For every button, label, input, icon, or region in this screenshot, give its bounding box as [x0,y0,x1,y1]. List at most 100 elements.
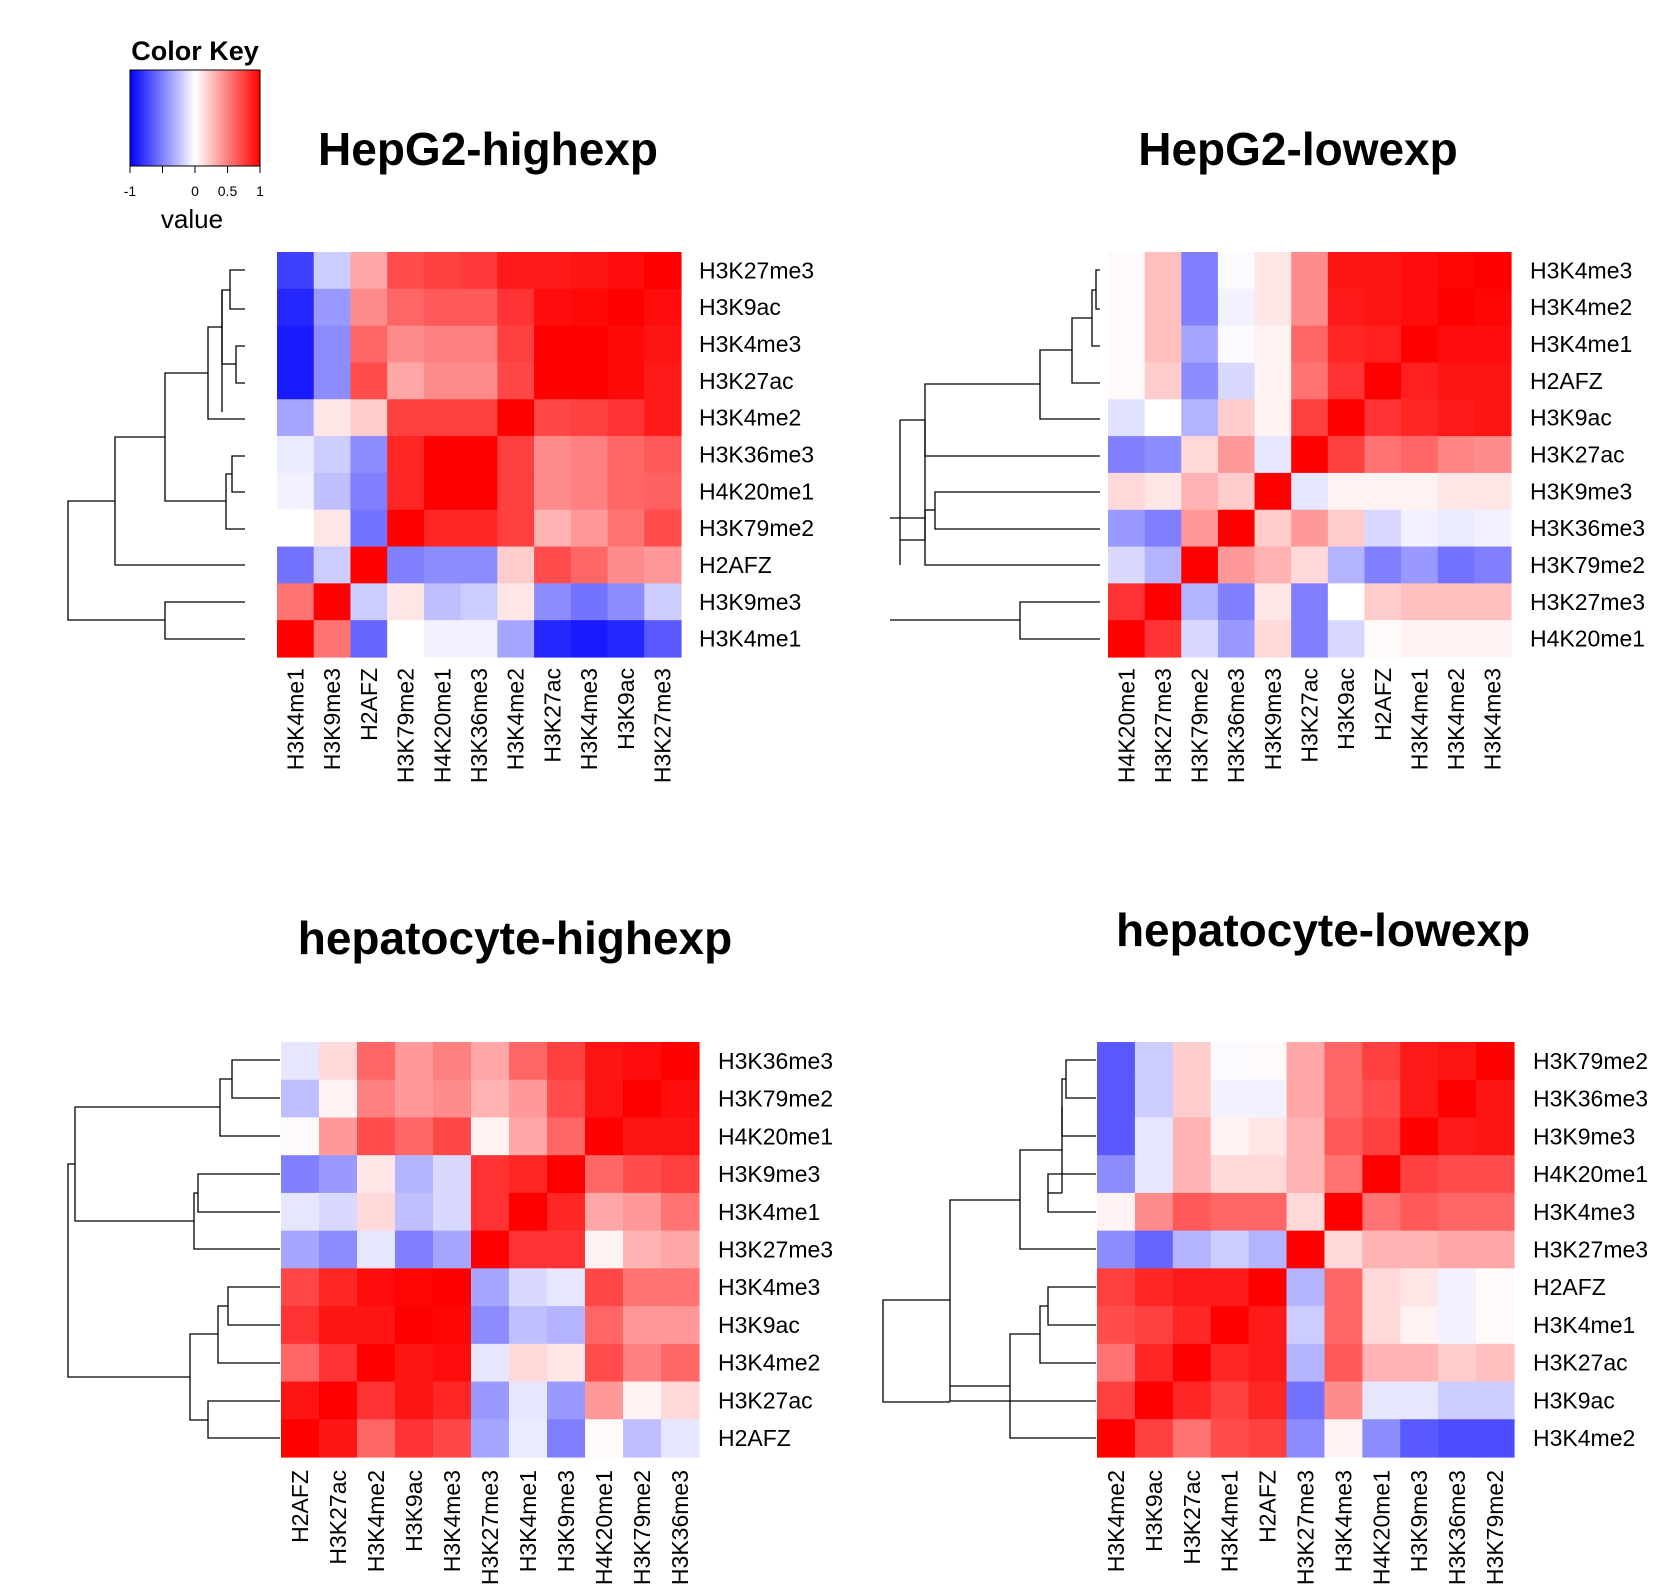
heatmap-cell [1286,1230,1326,1269]
heatmap-cell [534,436,572,474]
heatmap-cell [570,509,609,548]
column-label: H3K9ac [1333,668,1359,750]
column-label: H3K79me2 [393,668,419,783]
heatmap-cell [1248,1117,1288,1156]
heatmap-cell [1144,252,1182,290]
heatmap-cell [585,1079,624,1119]
row-label: H3K79me2 [718,1086,833,1112]
heatmap-cell [1181,362,1219,400]
heatmap-cell [433,1079,472,1119]
heatmap-cell [395,1419,434,1458]
heatmap-cell [1438,1419,1477,1458]
heatmap-cell [547,1419,586,1458]
heatmap-cell [1134,1117,1174,1156]
heatmap-cell [313,288,352,327]
heatmap-cell [570,620,609,658]
column-label: H3K4me1 [1217,1470,1243,1572]
heatmap-cell [1291,399,1329,437]
column-label: H3K9me3 [1406,1470,1432,1572]
heatmap-cell [1248,1042,1288,1081]
heatmap-cell [644,436,682,474]
heatmap-cell [607,288,645,327]
row-label: H3K27ac [1530,442,1625,468]
panel-title: hepatocyte-highexp [298,912,733,964]
row-label: H3K27ac [1533,1350,1628,1376]
heatmap-cell [1474,472,1512,511]
heatmap-cell [357,1042,396,1081]
heatmap-cell [350,472,388,511]
heatmap-cell [661,1042,700,1081]
heatmap-cell [623,1381,662,1420]
heatmap-cell [1327,252,1366,290]
heatmap-cell [1248,1079,1288,1119]
heatmap-cell [509,1117,548,1156]
heatmap-cell [1474,362,1512,400]
heatmap-cell [1108,362,1146,400]
heatmap-cell [1401,362,1439,400]
column-labels: H2AFZ H3K27ac H3K4me2 H3K9ac H3K4me3 H3K27me3… [287,1470,693,1585]
heatmap-cell [277,325,315,364]
heatmap-cell [395,1042,434,1081]
heatmap-cell [1181,325,1219,364]
heatmap-cell [607,472,645,511]
heatmap-cell [1172,1079,1212,1119]
heatmap-cell [1437,583,1475,621]
column-label: H3K27me3 [1150,668,1176,783]
heatmap-cell [387,399,425,437]
heatmap-cell [1108,583,1146,621]
column-label: H3K9me3 [553,1470,579,1572]
heatmap-cell [1217,288,1256,327]
heatmap-cell [547,1117,586,1156]
heatmap-cell [423,399,462,437]
heatmap-cell [1181,620,1219,658]
heatmap-cell [1172,1268,1212,1307]
heatmap-cell [1286,1155,1326,1194]
row-dendrogram [67,269,245,640]
heatmap-cells [281,1042,700,1458]
column-label: H3K9me3 [1260,668,1286,770]
heatmap-cell [1217,399,1256,437]
heatmap-cell [319,1192,358,1232]
heatmap-cell [281,1306,320,1345]
heatmap-cell [1400,1230,1439,1269]
heatmap-cell [277,252,315,290]
heatmap-cell [1474,252,1512,290]
heatmap-cell [350,436,388,474]
heatmap-cell [509,1268,548,1307]
column-label: H3K4me3 [1480,668,1506,770]
heatmap-cell [1097,1155,1136,1194]
color-key-tick-label: 0.5 [218,183,238,199]
heatmap-cell [1324,1381,1363,1420]
heatmap-cell [1254,546,1292,584]
color-key-ticks: -1 0 0.5 1 [124,166,264,199]
heatmap-cell [1210,1079,1250,1119]
heatmap-cell [277,546,315,584]
heatmap-cell [1217,583,1256,621]
heatmap-cell [1210,1155,1250,1194]
row-label: H3K36me3 [1533,1086,1648,1112]
heatmap-cell [1438,1155,1477,1194]
heatmap-cell [607,399,645,437]
heatmap-cell [1134,1381,1174,1420]
heatmap-cell [1254,399,1292,437]
heatmap-cell [661,1117,700,1156]
heatmap-cell [433,1230,472,1269]
heatmap-cell [357,1343,396,1383]
heatmap-cell [661,1343,700,1383]
column-label: H3K4me2 [1103,1470,1129,1572]
heatmap-cell [1108,509,1146,548]
row-label: H4K20me1 [1533,1161,1648,1187]
heatmap-cell [471,1419,510,1458]
heatmap-cell [1401,436,1439,474]
heatmap-cell [471,1343,510,1383]
heatmap-cell [387,325,425,364]
heatmap-cell [1401,399,1439,437]
heatmap-cell [1217,472,1256,511]
column-label: H4K20me1 [1113,668,1139,783]
heatmap-cell [585,1306,624,1345]
heatmap-cell [644,509,682,548]
heatmap-cell [1286,1117,1326,1156]
heatmap-cell [423,288,462,327]
heatmap-cell [1172,1042,1212,1081]
heatmap-cell [1476,1381,1515,1420]
